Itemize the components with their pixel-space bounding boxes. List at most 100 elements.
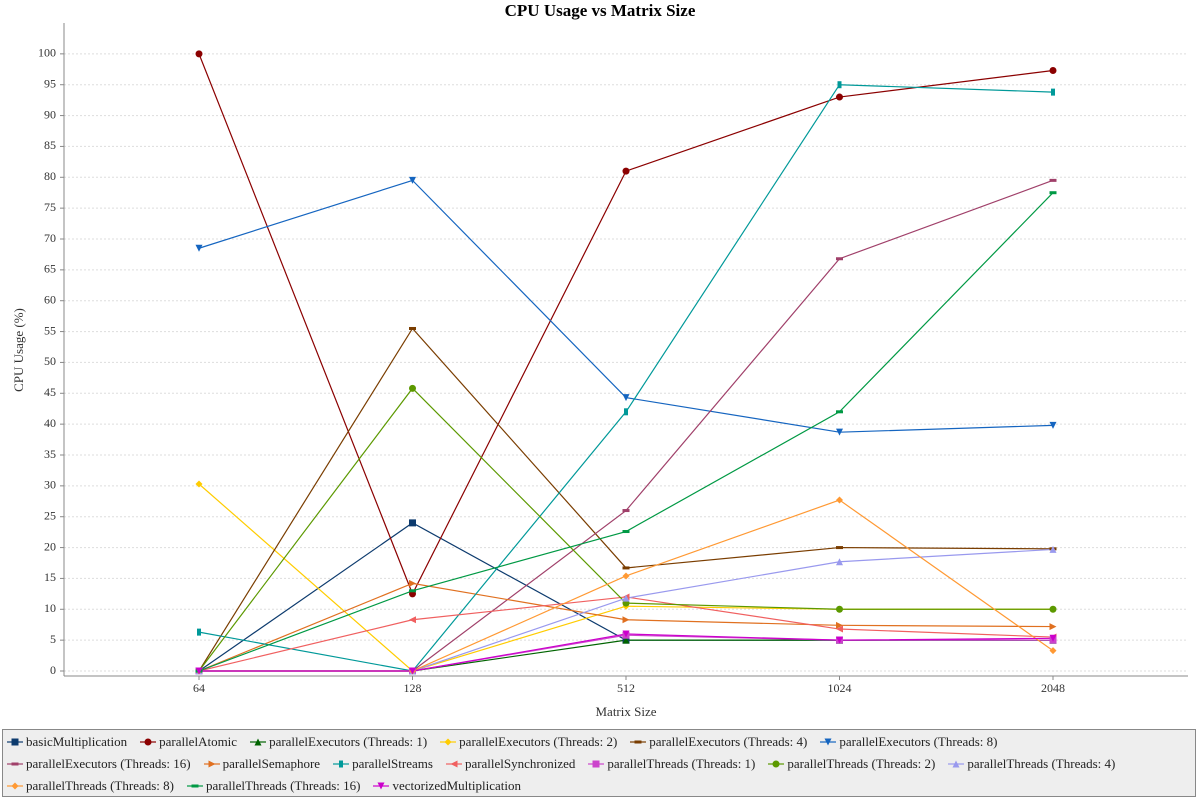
marker — [11, 762, 19, 765]
legend-label: parallelSemaphore — [222, 755, 321, 771]
legend-item: parallelExecutors (Threads: 2) — [440, 732, 617, 751]
y-tick-label: 10 — [44, 601, 56, 615]
y-tick-label: 75 — [44, 200, 56, 214]
legend-item: parallelThreads (Threads: 16) — [186, 776, 361, 795]
marker — [622, 572, 630, 580]
legend-swatch — [7, 762, 23, 765]
marker — [1049, 605, 1057, 613]
legend-swatch — [186, 784, 203, 787]
marker — [836, 428, 843, 436]
legend-swatch — [588, 760, 605, 767]
y-tick-label: 0 — [50, 663, 56, 677]
marker — [624, 408, 628, 416]
legend-label: parallelThreads (Threads: 8) — [26, 777, 174, 793]
legend-item: parallelThreads (Threads: 8) — [7, 776, 174, 795]
x-tick-label: 64 — [193, 681, 205, 695]
marker — [197, 628, 201, 636]
marker — [622, 566, 630, 570]
legend-swatch — [440, 738, 457, 745]
marker — [592, 760, 600, 767]
marker — [622, 630, 630, 638]
legend-label: basicMultiplication — [26, 733, 128, 749]
legend-item: parallelThreads (Threads: 1) — [588, 754, 755, 773]
marker — [1049, 67, 1057, 75]
legend-item: parallelExecutors (Threads: 16) — [7, 754, 191, 773]
y-tick-label: 95 — [44, 76, 56, 90]
x-tick-label: 512 — [617, 681, 635, 695]
legend-label: parallelExecutors (Threads: 8) — [839, 733, 998, 749]
x-tick-label: 2048 — [1041, 681, 1065, 695]
chart: CPU Usage vs Matrix Size Matrix Size CPU… — [11, 1, 1188, 719]
marker — [450, 760, 458, 767]
marker — [836, 636, 843, 644]
marker — [772, 760, 780, 767]
marker — [836, 558, 843, 566]
y-tick-label: 30 — [44, 478, 56, 492]
y-tick-label: 100 — [38, 46, 56, 60]
marker — [837, 81, 842, 89]
y-tick-label: 35 — [44, 447, 56, 461]
y-tick-label: 15 — [44, 570, 56, 584]
marker — [1049, 421, 1057, 429]
legend-label: parallelStreams — [352, 755, 433, 771]
marker — [1049, 647, 1057, 655]
legend-item: parallelExecutors (Threads: 1) — [250, 732, 427, 751]
marker — [409, 326, 416, 330]
y-tick-label: 70 — [44, 231, 56, 245]
marker — [622, 530, 630, 534]
marker — [409, 384, 416, 392]
y-tick-label: 65 — [44, 262, 56, 276]
legend-swatch — [203, 760, 220, 767]
legend-item: parallelExecutors (Threads: 8) — [820, 732, 998, 751]
legend-label: parallelThreads (Threads: 1) — [607, 755, 756, 771]
chart-title: CPU Usage vs Matrix Size — [505, 1, 696, 20]
marker — [409, 176, 416, 184]
marker — [622, 636, 630, 644]
y-tick-label: 50 — [44, 354, 56, 368]
y-tick-label: 90 — [44, 107, 56, 121]
legend-swatch — [373, 782, 390, 789]
legend-swatch — [140, 738, 157, 745]
marker — [836, 605, 843, 613]
y-tick-label: 60 — [44, 292, 56, 306]
marker — [339, 760, 344, 767]
legend-label: parallelSynchronized — [464, 755, 576, 771]
legend-item: parallelAtomic — [140, 732, 237, 751]
legend-label: parallelThreads (Threads: 16) — [205, 777, 361, 793]
marker — [836, 410, 843, 414]
marker — [836, 621, 843, 629]
marker — [409, 616, 416, 624]
legend-swatch — [445, 760, 462, 767]
y-tick-label: 5 — [50, 632, 56, 646]
marker — [1049, 191, 1057, 195]
legend-swatch — [250, 738, 267, 745]
marker — [634, 740, 642, 743]
legend-item: vectorizedMultiplication — [373, 776, 521, 795]
marker — [254, 738, 262, 745]
legend-swatch — [333, 760, 350, 767]
y-tick-label: 85 — [44, 138, 56, 152]
y-tick-label: 45 — [44, 385, 56, 399]
y-tick-label: 20 — [44, 539, 56, 553]
marker — [191, 784, 199, 787]
legend-label: parallelThreads (Threads: 4) — [967, 755, 1116, 771]
legend: basicMultiplication parallelAtomic paralle… — [2, 729, 1196, 797]
x-tick-label: 1024 — [828, 681, 852, 695]
marker — [836, 496, 843, 504]
legend-item: parallelStreams — [333, 754, 433, 773]
marker — [195, 244, 203, 252]
marker — [1049, 178, 1057, 182]
legend-swatch — [7, 782, 23, 789]
legend-label: parallelExecutors (Threads: 4) — [649, 733, 808, 749]
marker — [836, 93, 843, 101]
marker — [377, 782, 385, 789]
marker — [444, 738, 452, 745]
marker — [622, 594, 630, 602]
y-tick-label: 40 — [44, 416, 56, 430]
legend-item: basicMultiplication — [7, 732, 127, 751]
marker — [409, 579, 416, 587]
marker — [836, 625, 843, 633]
marker — [409, 589, 416, 593]
legend-item: parallelSynchronized — [445, 754, 576, 773]
